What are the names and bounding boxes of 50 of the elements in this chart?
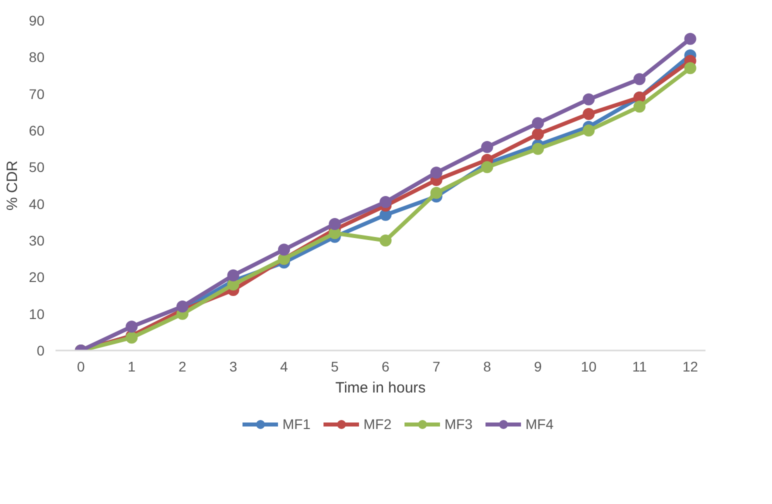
point [633, 73, 646, 86]
point [430, 186, 442, 199]
point [582, 108, 595, 120]
point [684, 62, 696, 74]
point [380, 196, 392, 208]
y-tick-label: 60 [28, 122, 45, 138]
point [328, 218, 341, 230]
x-tick-label: 3 [229, 358, 238, 374]
legend-label: MF4 [526, 416, 554, 432]
point [126, 320, 138, 333]
x-tick-label: 11 [632, 358, 647, 374]
y-tick-label: 90 [28, 12, 45, 28]
point [532, 117, 544, 130]
legend-label: MF2 [364, 416, 392, 432]
x-tick-label: 10 [580, 358, 597, 374]
point [176, 300, 188, 312]
point [582, 124, 595, 136]
y-tick-label: 40 [28, 196, 45, 212]
x-tick-label: 5 [330, 358, 339, 374]
point [582, 93, 595, 106]
point [633, 100, 646, 113]
x-tick-label: 2 [178, 358, 187, 374]
y-tick-label: 70 [28, 86, 45, 102]
point [481, 161, 494, 174]
point [684, 32, 696, 45]
y-tick-label: 80 [28, 49, 45, 66]
y-tick-label: 0 [36, 342, 45, 358]
x-tick-label: 1 [128, 358, 136, 374]
y-tick-label: 50 [28, 159, 45, 176]
x-axis-title: Time in hours [335, 380, 426, 396]
x-tick-label: 0 [77, 358, 85, 374]
y-tick-label: 10 [28, 306, 45, 322]
legend-label: MF3 [444, 416, 472, 432]
point [380, 234, 392, 246]
x-tick-label: 4 [280, 358, 288, 374]
point [532, 142, 544, 155]
x-tick-label: 7 [432, 358, 440, 374]
x-tick-label: 12 [682, 358, 698, 374]
point [532, 128, 544, 140]
legend-label: MF1 [282, 416, 310, 432]
y-axis-title: % CDR [4, 160, 21, 210]
point [278, 244, 290, 256]
x-tick-label: 8 [483, 358, 492, 374]
y-tick-label: 30 [28, 232, 45, 248]
point [481, 141, 494, 153]
x-tick-label: 6 [382, 358, 390, 374]
x-tick-label: 9 [534, 358, 542, 374]
y-tick-label: 20 [28, 269, 45, 286]
point [227, 269, 240, 282]
point [430, 166, 442, 179]
